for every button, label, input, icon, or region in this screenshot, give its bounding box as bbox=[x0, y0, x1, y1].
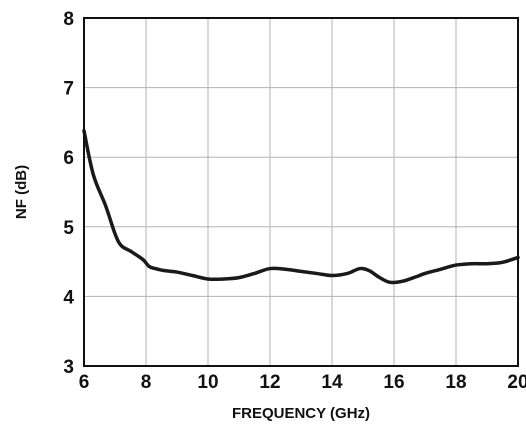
y-tick-label: 4 bbox=[63, 287, 74, 308]
tick-label-layer: 6 8 10 12 14 16 18 20 3 4 5 6 7 8 bbox=[63, 9, 526, 393]
x-axis-title: FREQUENCY (GHz) bbox=[232, 405, 370, 422]
nf-series-line-0 bbox=[82, 129, 520, 285]
x-tick-label: 6 bbox=[79, 372, 90, 393]
x-tick-label: 8 bbox=[141, 372, 152, 393]
y-tick-label: 7 bbox=[63, 79, 74, 100]
y-axis-title: NF (dB) bbox=[13, 165, 30, 219]
x-tick-label: 10 bbox=[197, 372, 218, 393]
grid-layer bbox=[84, 18, 518, 366]
x-tick-label: 18 bbox=[445, 372, 466, 393]
x-tick-label: 14 bbox=[321, 372, 343, 393]
y-tick-label: 3 bbox=[63, 357, 74, 378]
y-tick-label: 8 bbox=[63, 9, 74, 30]
series-layer bbox=[82, 129, 520, 285]
y-tick-label: 6 bbox=[63, 148, 74, 169]
x-tick-label: 12 bbox=[259, 372, 280, 393]
plot-frame bbox=[83, 17, 519, 367]
x-tick-label: 20 bbox=[507, 372, 526, 393]
y-tick-label: 5 bbox=[63, 218, 74, 239]
x-tick-label: 16 bbox=[383, 372, 404, 393]
